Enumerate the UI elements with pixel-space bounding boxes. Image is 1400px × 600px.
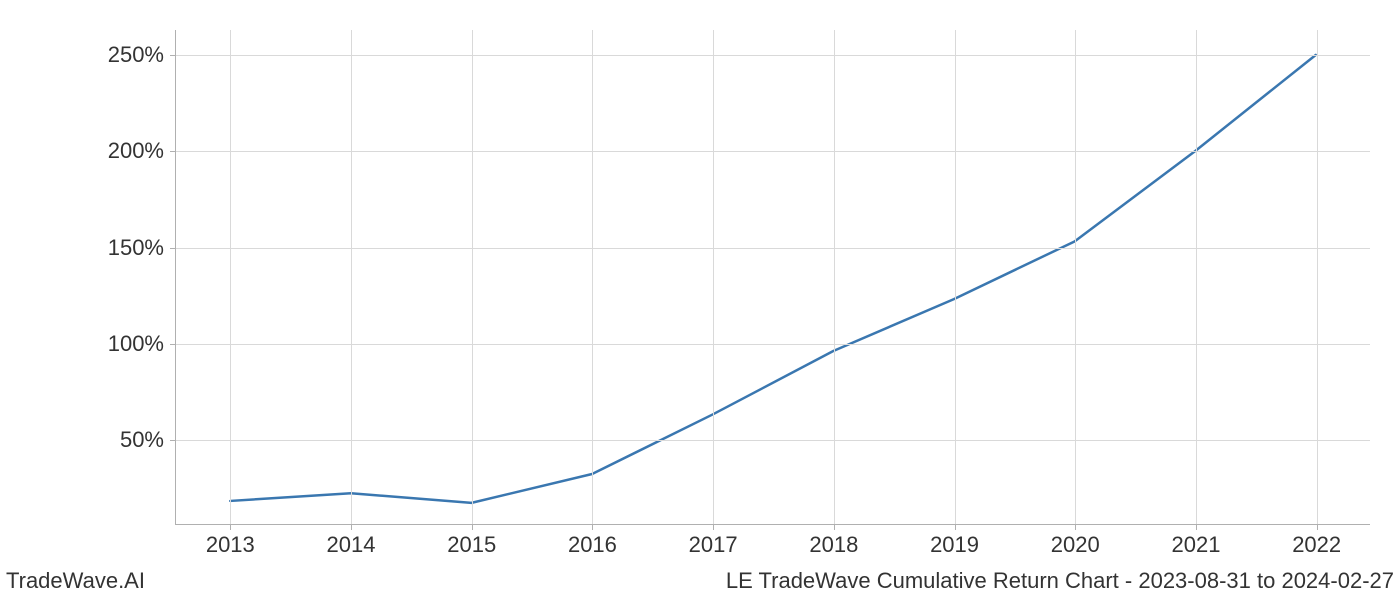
chart-y-tick-mark [170,248,176,249]
chart-grid-vertical [955,30,956,524]
chart-series-line [230,55,1315,503]
chart-line-svg [176,30,1370,524]
chart-x-tick-label: 2013 [206,532,255,558]
chart-plot-area: 2013201420152016201720182019202020212022… [175,30,1370,525]
chart-x-tick-mark [351,524,352,530]
chart-y-tick-mark [170,440,176,441]
chart-y-tick-label: 50% [120,427,164,453]
chart-y-tick-mark [170,55,176,56]
chart-y-tick-label: 200% [108,138,164,164]
chart-grid-vertical [1317,30,1318,524]
chart-y-tick-mark [170,344,176,345]
chart-x-tick-mark [230,524,231,530]
chart-grid-vertical [592,30,593,524]
chart-x-tick-mark [1075,524,1076,530]
chart-grid-horizontal [176,248,1370,249]
chart-x-tick-mark [472,524,473,530]
chart-x-tick-mark [955,524,956,530]
chart-x-tick-label: 2018 [809,532,858,558]
chart-grid-horizontal [176,344,1370,345]
chart-x-tick-mark [834,524,835,530]
chart-x-tick-label: 2017 [689,532,738,558]
chart-grid-vertical [472,30,473,524]
chart-x-tick-label: 2015 [447,532,496,558]
chart-x-tick-label: 2014 [327,532,376,558]
chart-grid-vertical [230,30,231,524]
chart-x-tick-mark [592,524,593,530]
footer-left-label: TradeWave.AI [6,568,145,594]
chart-grid-vertical [713,30,714,524]
chart-y-tick-label: 250% [108,42,164,68]
chart-x-tick-mark [1196,524,1197,530]
chart-x-tick-label: 2020 [1051,532,1100,558]
chart-x-tick-label: 2019 [930,532,979,558]
chart-x-tick-label: 2021 [1171,532,1220,558]
chart-grid-vertical [1075,30,1076,524]
chart-grid-horizontal [176,440,1370,441]
chart-grid-horizontal [176,151,1370,152]
footer-right-label: LE TradeWave Cumulative Return Chart - 2… [726,568,1394,594]
chart-container: 2013201420152016201720182019202020212022… [175,30,1370,525]
chart-x-tick-mark [1317,524,1318,530]
chart-y-tick-mark [170,151,176,152]
chart-grid-vertical [351,30,352,524]
chart-x-tick-label: 2022 [1292,532,1341,558]
chart-grid-horizontal [176,55,1370,56]
chart-x-tick-label: 2016 [568,532,617,558]
chart-grid-vertical [834,30,835,524]
chart-x-tick-mark [713,524,714,530]
chart-y-tick-label: 150% [108,235,164,261]
chart-grid-vertical [1196,30,1197,524]
chart-y-tick-label: 100% [108,331,164,357]
